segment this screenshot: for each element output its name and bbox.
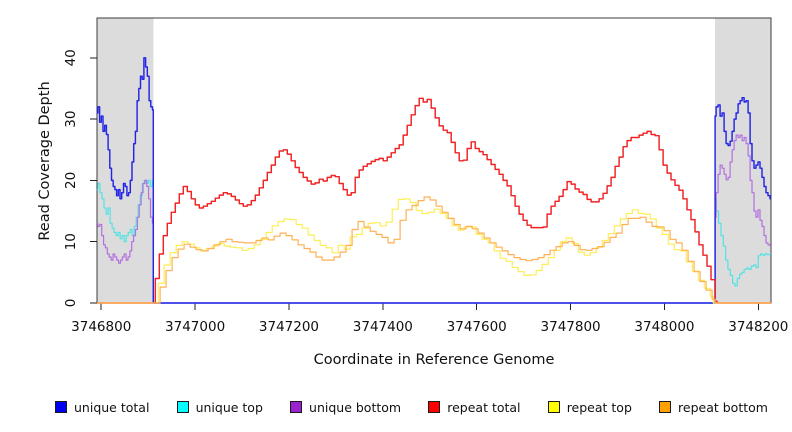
x-axis-title: Coordinate in Reference Genome [313,352,555,368]
masked-region [97,18,154,303]
legend-swatch-repeat-bottom [659,401,672,413]
legend-label: repeat total [447,399,521,415]
y-tick-label: 0 [63,299,79,308]
y-axis-title: Read Coverage Depth [37,81,53,241]
y-tick-label: 40 [63,49,79,66]
x-tick-label: 3748200 [728,319,788,335]
y-tick-label: 20 [63,172,79,189]
series-line-repeat-bottom [97,196,771,304]
legend-item-repeat-top: repeat top [547,399,632,415]
legend-swatch-repeat-top [547,401,560,413]
x-tick-label: 3747000 [165,319,225,335]
legend-item-unique-top: unique top [176,399,263,415]
plot-border [96,17,772,304]
y-tick-label: 10 [63,233,79,250]
masked-region [715,18,771,303]
series-line-unique-top [97,179,771,304]
legend-item-unique-total: unique total [55,400,149,415]
legend-label: unique top [195,399,263,415]
series-line-repeat-top [97,198,771,304]
legend-swatch-unique-total [55,401,67,413]
legend: unique total unique top unique bottom re… [0,396,792,418]
x-tick-label: 3747800 [541,319,601,335]
legend-label: unique total [74,399,150,415]
legend-label: unique bottom [309,399,402,415]
y-tick-label: 30 [63,111,79,128]
x-tick-label: 3748000 [634,319,694,335]
legend-swatch-unique-bottom [290,401,303,413]
legend-swatch-repeat-total [428,401,441,413]
series-line-unique-total [97,57,771,304]
legend-item-repeat-total: repeat total [428,399,521,415]
x-tick-label: 3747200 [259,319,319,335]
legend-item-unique-bottom: unique bottom [290,400,401,415]
legend-label: repeat bottom [678,399,768,415]
legend-label: repeat top [566,399,632,415]
legend-item-repeat-bottom: repeat bottom [659,400,768,415]
x-tick-label: 3747400 [353,319,413,335]
series-line-repeat-total [97,97,771,304]
x-tick-label: 3746800 [71,319,131,335]
legend-swatch-unique-top [176,401,189,413]
x-tick-label: 3747600 [447,319,507,335]
series-line-unique-bottom [97,134,771,304]
